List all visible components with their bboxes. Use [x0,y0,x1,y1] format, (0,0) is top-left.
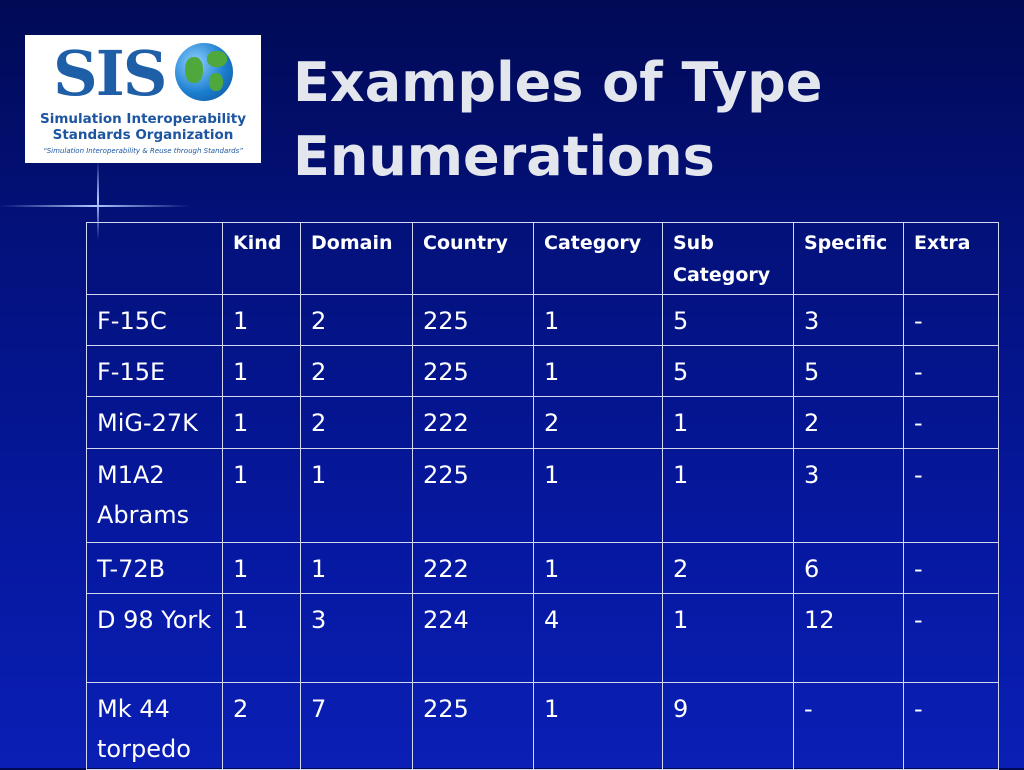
table-cell: 4 [533,593,663,683]
table-cell: 1 [533,682,663,770]
logo-letters: SIS [53,37,168,110]
table-cell: 1 [662,448,794,543]
table-cell: 222 [412,396,534,449]
table-row: F-15E 1 2 225 1 5 5- [86,345,999,397]
table-cell: D 98 York [86,593,223,683]
table-cell: 1 [662,396,794,449]
table-cell: 1 [222,294,301,346]
table-cell: 12 [793,593,904,683]
table-cell: 225 [412,448,534,543]
logo-text: Standards Organization [52,127,234,143]
table-row: D 98 York 1 3 224 4 1 12- [86,593,999,683]
header-cell: Category [533,222,663,295]
header-row: Kind Domain Country Category Sub Category Spe… [86,222,999,295]
logo: SIS Simulation Interoperability Standard… [25,35,261,163]
header-cell: Country [412,222,534,295]
table-cell: 1 [222,396,301,449]
table-cell: 6 [793,542,904,594]
table-cell: 225 [412,345,534,397]
table-cell: 2 [533,396,663,449]
table-cell: M1A2 Abrams [86,448,223,543]
table-cell: 2 [222,682,301,770]
header-cell: Specific [793,222,904,295]
logo-globe [175,43,233,101]
table-cell: 1 [533,294,663,346]
table-cell: - [903,542,999,594]
table-cell: - [903,294,999,346]
header-cell: Extra [903,222,999,295]
table-row: MiG-27K 1 2 222 2 1 2- [86,396,999,449]
table-cell: 2 [662,542,794,594]
table-cell: 224 [412,593,534,683]
table-cell: T-72B [86,542,223,594]
table-cell: F-15E [86,345,223,397]
decor-line [0,205,190,207]
header-cell: Domain [300,222,413,295]
table-cell: 1 [222,542,301,594]
table-cell: - [903,682,999,770]
table-cell: MiG-27K [86,396,223,449]
table-row: F-15C 1 2 225 1 5 3- [86,294,999,346]
table-row: M1A2 Abrams 1 1 225 1 1 3- [86,448,999,543]
table-cell: 1 [533,345,663,397]
header-cell: Kind [222,222,301,295]
table-cell: 1 [300,448,413,543]
table-cell: 9 [662,682,794,770]
table-cell: 225 [412,682,534,770]
decor-line [97,160,99,240]
table-cell: 222 [412,542,534,594]
table-cell: 1 [222,593,301,683]
table-cell: 1 [222,448,301,543]
table-cell: - [903,448,999,543]
table-cell: Mk 44 torpedo [86,682,223,770]
slide-title: Examples of Type Enumerations [293,51,823,188]
table-cell: 225 [412,294,534,346]
table-cell: 5 [662,294,794,346]
table-row: T-72B 1 1 222 1 2 6- [86,542,999,594]
table-cell: 1 [533,448,663,543]
table-cell: 1 [300,542,413,594]
table-cell: 2 [300,345,413,397]
table-cell: 5 [662,345,794,397]
table-cell: 2 [300,294,413,346]
header-cell: Sub Category [662,222,794,295]
table-cell: 5 [793,345,904,397]
table-cell: - [903,593,999,683]
table-cell: 3 [300,593,413,683]
table-cell: 1 [533,542,663,594]
table-cell: F-15C [86,294,223,346]
table-cell: 2 [793,396,904,449]
table-cell: - [903,396,999,449]
table-cell: 1 [222,345,301,397]
table-row: Mk 44 torpedo 2 7 225 1 9- - [86,682,999,770]
header-cell [86,222,223,295]
table-cell: 1 [662,593,794,683]
table-cell: 3 [793,448,904,543]
table-cell: - [903,345,999,397]
table-cell: - [793,682,904,770]
table-cell: 3 [793,294,904,346]
table-cell: 2 [300,396,413,449]
table-cell: 7 [300,682,413,770]
enum-table: Kind Domain Country Category Sub Category Spe… [86,222,999,770]
logo-text: Simulation Interoperability [40,111,246,127]
logo-tagline: “Simulation Interoperability & Reuse thr… [43,147,243,155]
